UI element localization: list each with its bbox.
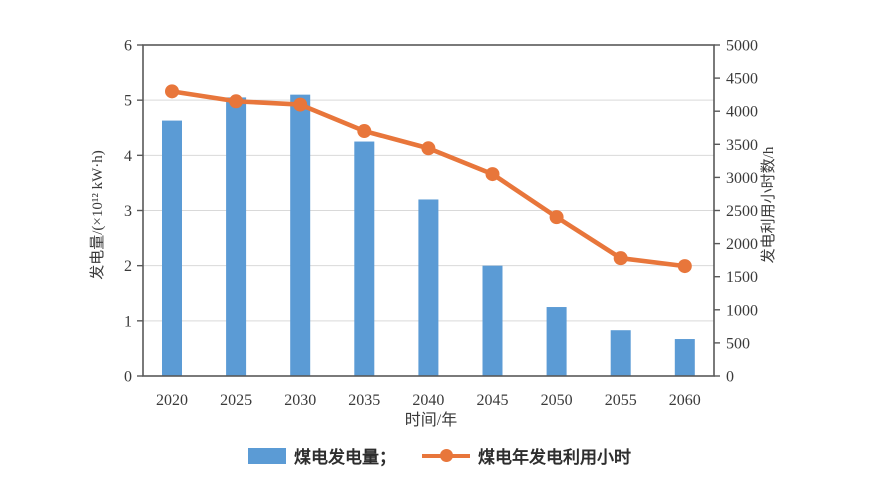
legend: 煤电发电量； 煤电年发电利用小时: [0, 443, 879, 468]
line-marker: [165, 84, 179, 99]
left-tick-label: 2: [124, 258, 132, 275]
line-marker: [485, 167, 500, 182]
bar: [418, 199, 439, 376]
right-tick-label: 4000: [726, 104, 758, 121]
category-label: 2035: [348, 392, 380, 409]
legend-item-bar: 煤电发电量；: [248, 443, 396, 468]
bar-legend-swatch-icon: [248, 447, 286, 464]
line-marker: [549, 210, 564, 225]
right-tick-label: 5000: [726, 38, 758, 55]
right-tick-label: 4500: [726, 71, 758, 88]
left-tick-label: 5: [124, 93, 132, 110]
category-label: 2020: [156, 392, 188, 409]
line-marker: [677, 259, 692, 274]
bar-legend-label: 煤电发电量；: [294, 448, 396, 467]
bar: [482, 265, 503, 376]
right-tick-label: 2000: [726, 236, 758, 253]
bar: [290, 94, 311, 377]
line-legend-label: 煤电年发电利用小时: [478, 448, 631, 467]
category-label: 2045: [477, 392, 509, 409]
category-label: 2040: [412, 392, 444, 409]
right-axis-title: 发电利用小时数/h: [760, 146, 777, 263]
category-label: 2055: [605, 392, 637, 409]
left-tick-label: 6: [124, 38, 132, 55]
line-marker: [229, 94, 244, 109]
right-tick-label: 2500: [726, 203, 758, 220]
right-tick-label: 3000: [726, 170, 758, 187]
line-legend-dot: [439, 449, 453, 462]
category-label: 2030: [284, 392, 316, 409]
line-marker: [421, 141, 436, 156]
line-legend-swatch-icon: [422, 449, 470, 463]
left-tick-label: 3: [124, 203, 132, 220]
bar: [674, 339, 695, 376]
bar: [226, 97, 247, 377]
line-marker: [293, 97, 308, 112]
category-label: 2025: [220, 392, 252, 409]
right-tick-label: 1500: [726, 269, 758, 286]
line-marker: [613, 251, 628, 266]
line-marker: [357, 124, 372, 139]
category-label: 2050: [541, 392, 573, 409]
bar: [546, 307, 567, 376]
right-tick-label: 0: [726, 369, 734, 386]
right-tick-label: 500: [726, 335, 750, 352]
legend-item-line: 煤电年发电利用小时: [422, 443, 631, 468]
left-tick-label: 0: [124, 369, 132, 386]
right-tick-label: 3500: [726, 137, 758, 154]
left-tick-label: 4: [124, 148, 132, 165]
left-axis-title: 发电量/(×10¹² kW·h): [89, 150, 106, 280]
right-tick-label: 1000: [726, 302, 758, 319]
plot-area: 0 1 2 3 4 5 6 0 500 1000 1500 2000 2500 3000 3500 4000 4…: [124, 38, 758, 410]
bar: [162, 120, 182, 376]
x-axis-title: 时间/年: [405, 411, 457, 429]
category-label: 2060: [669, 392, 701, 409]
bar: [354, 141, 375, 376]
left-tick-label: 1: [124, 313, 132, 330]
bar: [610, 330, 631, 376]
